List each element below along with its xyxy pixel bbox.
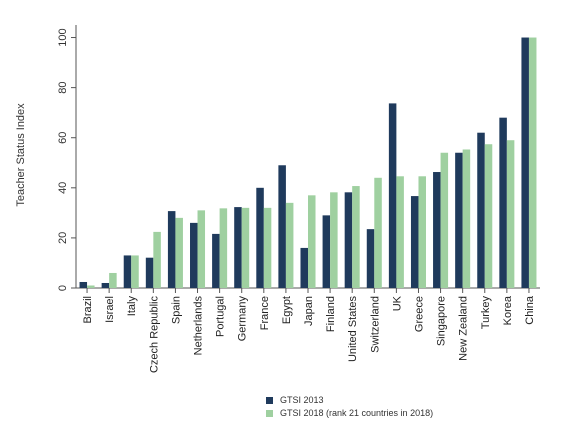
bar-gtsi-2013-germany	[234, 207, 242, 288]
bar-gtsi-2018-switzerland	[374, 177, 382, 288]
bar-gtsi-2013-china	[521, 37, 529, 289]
bar-gtsi-2013-uk	[388, 103, 397, 288]
y-tick-label: 100	[57, 28, 69, 46]
legend: GTSI 2013 GTSI 2018 (rank 21 countries in…	[266, 395, 433, 418]
x-tick-label: Italy	[126, 296, 138, 317]
y-tick-label: 80	[57, 81, 69, 93]
x-tick-label: Germany	[237, 296, 249, 342]
bar-gtsi-2013-portugal	[212, 233, 220, 288]
bar-gtsi-2013-turkey	[477, 132, 485, 288]
bar-gtsi-2018-uk	[396, 176, 404, 288]
x-tick-label: Switzerland	[369, 296, 381, 353]
category-labels: Brazil Israel Italy Czech Republic Spain Neth…	[82, 288, 536, 373]
bar-gtsi-2013-spain	[167, 211, 176, 288]
bar-gtsi-2018-korea	[506, 140, 515, 288]
bar-gtsi-2013-finland	[322, 215, 331, 288]
legend-label: GTSI 2018 (rank 21 countries in 2018)	[280, 408, 433, 418]
x-tick-label: Japan	[303, 296, 315, 326]
x-tick-label: United States	[347, 296, 359, 363]
x-tick-label: Korea	[502, 295, 514, 325]
x-tick-label: Greece	[413, 296, 425, 332]
bar-gtsi-2018-israel	[109, 272, 117, 288]
bar-gtsi-2018-egypt	[285, 202, 294, 288]
y-tick-label: 60	[57, 132, 69, 144]
bar-gtsi-2013-greece	[410, 196, 419, 288]
bar-gtsi-2013-israel	[101, 282, 110, 288]
bar-gtsi-2013-brazil	[79, 281, 88, 288]
bar-gtsi-2018-netherlands	[197, 210, 206, 288]
bar-gtsi-2013-egypt	[278, 165, 286, 288]
x-tick-label: Turkey	[480, 296, 492, 330]
bar-gtsi-2013-japan	[300, 247, 308, 288]
x-tick-label: UK	[391, 295, 403, 311]
x-tick-label: Egypt	[281, 296, 293, 324]
x-tick-label: Brazil	[82, 296, 94, 324]
x-tick-label: New Zealand	[458, 296, 470, 361]
x-tick-label: Spain	[170, 296, 182, 324]
y-tick-label: 20	[57, 232, 69, 244]
legend-swatch	[266, 410, 273, 417]
bar-gtsi-2018-turkey	[484, 144, 493, 288]
bar-gtsi-2013-united-states	[344, 192, 353, 288]
bar-gtsi-2018-germany	[241, 207, 250, 288]
x-tick-label: Czech Republic	[148, 296, 160, 374]
bar-gtsi-2018-brazil	[87, 285, 95, 288]
x-tick-label: Netherlands	[193, 296, 205, 356]
x-tick-label: Singapore	[436, 296, 448, 346]
bar-gtsi-2013-italy	[123, 255, 132, 288]
x-tick-label: China	[524, 295, 536, 325]
bar-gtsi-2013-netherlands	[190, 222, 198, 288]
y-tick-label: 0	[57, 285, 69, 291]
x-tick-label: Portugal	[215, 296, 227, 337]
bar-gtsi-2018-greece	[418, 176, 426, 288]
bar-gtsi-2018-singapore	[440, 152, 449, 288]
bar-gtsi-2018-china	[528, 37, 537, 289]
bar-gtsi-2018-italy	[131, 255, 139, 288]
bar-gtsi-2018-czech-republic	[153, 231, 161, 288]
bar-gtsi-2018-japan	[308, 195, 316, 288]
bar-gtsi-2013-singapore	[433, 172, 441, 288]
x-tick-label: France	[259, 296, 271, 330]
bar-gtsi-2013-korea	[499, 117, 507, 288]
bar-gtsi-2013-new-zealand	[455, 152, 463, 288]
bars-group	[79, 37, 537, 289]
x-tick-label: Israel	[104, 296, 116, 323]
bar-gtsi-2018-finland	[330, 192, 338, 288]
bar-gtsi-2018-portugal	[219, 208, 228, 288]
bar-gtsi-2013-switzerland	[366, 229, 375, 288]
legend-label: GTSI 2013	[280, 395, 324, 405]
y-tick-label: 40	[57, 182, 69, 194]
bar-gtsi-2018-new-zealand	[462, 149, 471, 288]
bar-gtsi-2013-france	[256, 187, 264, 288]
bar-gtsi-2013-czech-republic	[145, 257, 154, 288]
y-axis-label: Teacher Status Index	[15, 103, 27, 207]
x-tick-label: Finland	[325, 296, 337, 332]
bar-gtsi-2018-spain	[175, 217, 183, 288]
bar-gtsi-2018-france	[263, 207, 272, 288]
legend-swatch	[266, 397, 273, 404]
bar-gtsi-2018-united-states	[352, 186, 360, 288]
